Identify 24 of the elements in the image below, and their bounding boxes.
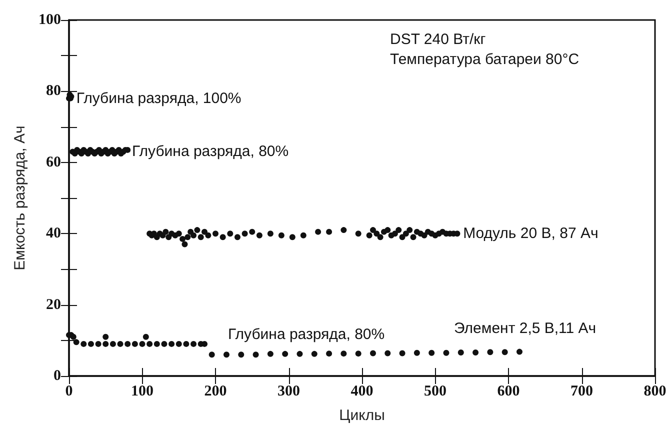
annotation: Модуль 20 В, 87 Ач [463, 225, 598, 242]
x-tick-label: 100 [131, 384, 154, 400]
x-tick-label: 300 [278, 384, 300, 400]
y-tick-label: 100 [38, 12, 61, 28]
y-tick-label: 80 [46, 83, 61, 100]
annotation: DST 240 Вт/кг [390, 31, 486, 48]
y-axis-title: Емкость разряда, Ач [12, 126, 29, 270]
x-axis-title: Циклы [339, 407, 385, 424]
x-tick-label: 200 [204, 384, 227, 400]
annotation: Глубина разряда, 80% [132, 143, 289, 160]
x-tick-label: 500 [424, 384, 446, 400]
x-tick-label: 700 [570, 384, 593, 400]
annotation: Элемент 2,5 В,11 Ач [454, 320, 596, 337]
x-tick-label: 0 [65, 384, 73, 400]
annotation: Глубина разряда, 100% [76, 90, 242, 107]
y-tick-label: 60 [46, 154, 61, 170]
y-tick-label: 40 [46, 226, 61, 242]
x-tick-label: 800 [644, 384, 666, 400]
x-tick-label: 600 [497, 384, 520, 400]
x-tick-label: 400 [350, 384, 374, 400]
y-tick-label: 0 [54, 368, 61, 384]
annotation: Глубина разряда, 80% [228, 326, 385, 343]
annotation: Температура батареи 80°C [390, 51, 580, 68]
y-tick-label: 20 [46, 296, 61, 313]
